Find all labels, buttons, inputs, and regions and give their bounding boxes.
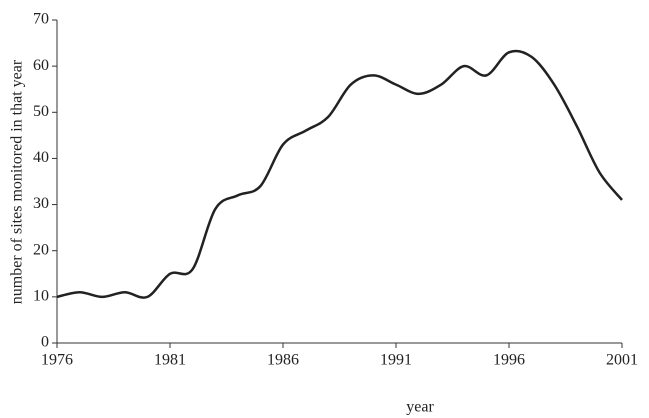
y-tick-label: 50 <box>33 103 49 120</box>
y-tick-label: 70 <box>33 11 49 28</box>
y-tick-label: 20 <box>33 241 49 258</box>
x-tick-label: 1996 <box>493 352 525 369</box>
line <box>56 49 623 299</box>
x-tick-label: 1976 <box>41 352 73 369</box>
y-tick-label: 0 <box>41 334 49 351</box>
y-tick-label: 30 <box>33 195 49 212</box>
y-tick-label: 60 <box>33 57 49 74</box>
x-tick-label: 1986 <box>267 352 299 369</box>
x-tick-label: 1981 <box>154 352 186 369</box>
y-tick-label: 10 <box>33 288 49 305</box>
x-tick-label: 1991 <box>380 352 412 369</box>
y-axis-label: number of sites monitored in that year <box>9 59 26 304</box>
y-tick-label: 40 <box>33 149 49 166</box>
x-tick-label: 2001 <box>606 352 638 369</box>
x-axis-label: year <box>406 399 434 416</box>
